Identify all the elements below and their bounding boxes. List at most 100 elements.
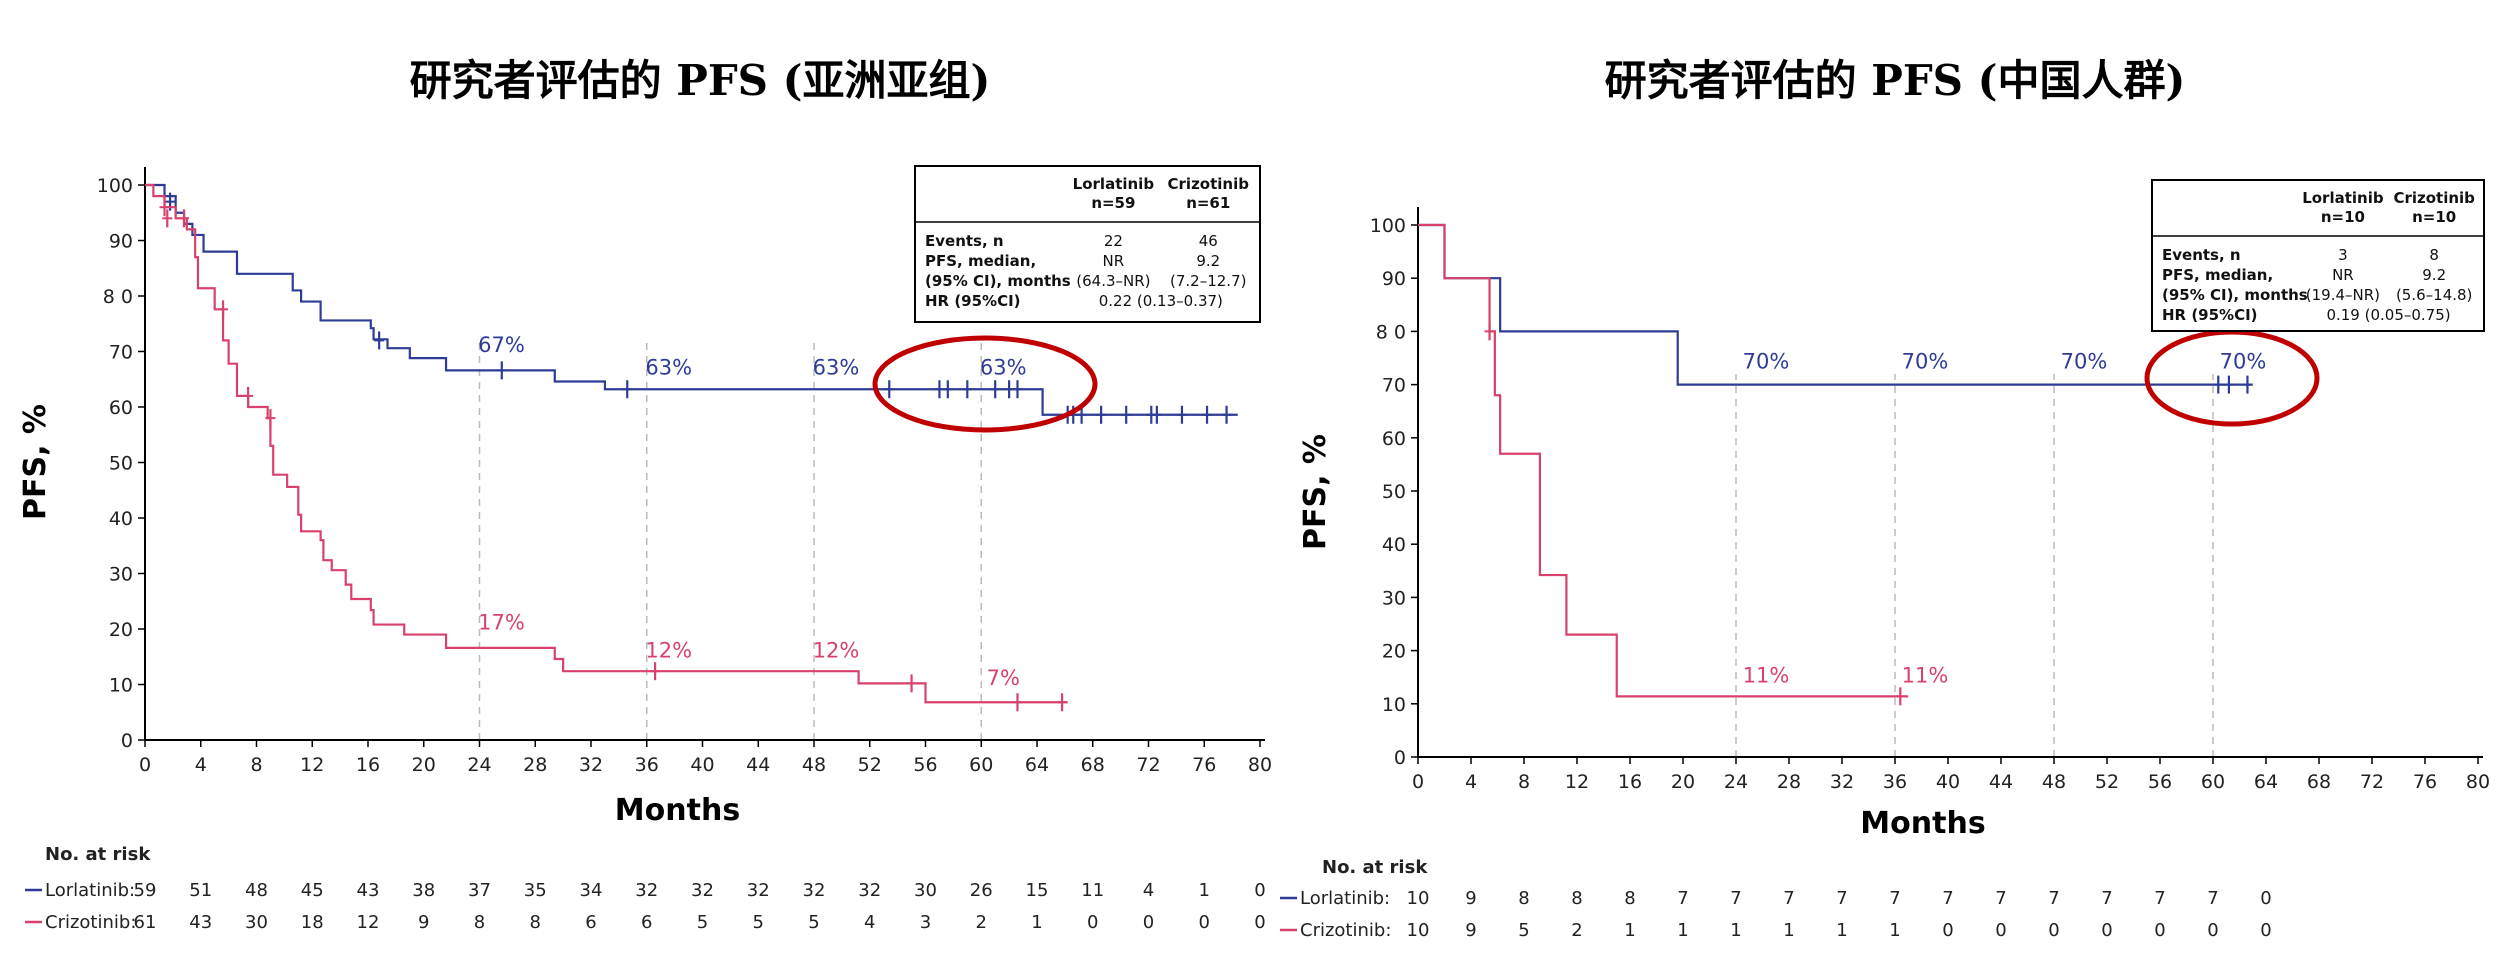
at-risk-count: 9 [1465, 920, 1476, 941]
chart-title: 研究者评估的 PFS (亚洲亚组) [410, 56, 991, 105]
at-risk-count: 8 [1624, 888, 1635, 909]
at-risk-count: 0 [1942, 920, 1953, 941]
at-risk-count: 8 [474, 912, 485, 933]
at-risk-count: 7 [2101, 888, 2112, 909]
y-tick-label: 40 [1382, 534, 1406, 556]
pct-annotation: 63% [813, 355, 860, 379]
at-risk-count: 7 [1889, 888, 1900, 909]
at-risk-count: 0 [1254, 912, 1265, 933]
table-row-label: HR (95%CI) [2162, 306, 2258, 324]
x-tick-label: 0 [139, 754, 151, 776]
at-risk-count: 1 [1031, 912, 1042, 933]
series-lorlatinib: 70% 70% 70% 70% [1418, 223, 2266, 394]
table-cell: 3 [2338, 246, 2348, 264]
x-tick-label: 44 [746, 754, 770, 776]
at-risk-count: 7 [1730, 888, 1741, 909]
y-axis-label: PFS, % [1298, 434, 1333, 550]
y-tick-label: 60 [109, 397, 133, 419]
at-risk-count: 43 [189, 912, 212, 933]
x-tick-label: 24 [1724, 771, 1748, 793]
x-tick-label: 36 [635, 754, 659, 776]
at-risk-count: 32 [691, 880, 714, 901]
at-risk-count: 3 [920, 912, 931, 933]
at-risk-count: 0 [2260, 888, 2271, 909]
at-risk-count: 6 [641, 912, 652, 933]
x-tick-label: 60 [969, 754, 993, 776]
at-risk-count: 32 [803, 880, 826, 901]
at-risk-count: 7 [1836, 888, 1847, 909]
at-risk-count: 5 [808, 912, 819, 933]
pct-annotation: 70% [2061, 350, 2108, 374]
table-header: n=10 [2412, 208, 2456, 226]
x-tick-label: 32 [579, 754, 603, 776]
y-tick-label: 40 [109, 508, 133, 530]
y-tick-label: 70 [109, 342, 133, 364]
at-risk-count: 8 [530, 912, 541, 933]
y-tick-label: 50 [1382, 481, 1406, 503]
table-cell: 9.2 [1196, 252, 1220, 270]
x-tick-label: 20 [412, 754, 436, 776]
x-tick-label: 4 [195, 754, 207, 776]
at-risk-count: 34 [580, 880, 603, 901]
table-cell: (7.2–12.7) [1170, 272, 1246, 290]
table-row-label: HR (95%CI) [925, 292, 1021, 310]
highlight-circle [2144, 329, 2320, 427]
x-axis-label: Months [1860, 806, 1985, 841]
chart-title: 研究者评估的 PFS (中国人群) [1605, 56, 2186, 105]
y-tick-label: 90 [109, 231, 133, 253]
y-tick-label: 60 [1382, 428, 1406, 450]
at-risk-count: 7 [1995, 888, 2006, 909]
table-cell: 46 [1199, 232, 1218, 250]
at-risk-count: 7 [2048, 888, 2059, 909]
x-tick-label: 4 [1465, 771, 1477, 793]
pct-annotation: 12% [813, 638, 860, 662]
at-risk-count: 30 [914, 880, 937, 901]
table-header: n=59 [1091, 194, 1135, 212]
at-risk-count: 1 [1730, 920, 1741, 941]
table-cell: 22 [1104, 232, 1123, 250]
x-tick-label: 0 [1412, 771, 1424, 793]
x-tick-label: 72 [2360, 771, 2384, 793]
at-risk-title: No. at risk [1322, 857, 1428, 878]
y-tick-label: 100 [97, 175, 133, 197]
at-risk-count: 5 [697, 912, 708, 933]
x-tick-label: 52 [858, 754, 882, 776]
at-risk-count: 0 [2154, 920, 2165, 941]
at-risk-count: 4 [1143, 880, 1154, 901]
table-cell: 8 [2429, 246, 2439, 264]
at-risk-count: 8 [1571, 888, 1582, 909]
y-tick-label: 30 [109, 564, 133, 586]
x-tick-label: 12 [1565, 771, 1589, 793]
at-risk-count: 32 [747, 880, 770, 901]
table-cell: 9.2 [2422, 266, 2446, 284]
at-risk-count: 1 [1677, 920, 1688, 941]
at-risk-count: 7 [2207, 888, 2218, 909]
at-risk-count: 0 [1995, 920, 2006, 941]
table-row-label: PFS, median, [2162, 266, 2273, 284]
table-cell: (64.3–NR) [1076, 272, 1150, 290]
table-header: Lorlatinib [1073, 175, 1155, 193]
at-risk-count: 6 [585, 912, 596, 933]
table-cell: NR [2332, 266, 2354, 284]
pct-annotation: 7% [987, 666, 1020, 690]
table-cell: (19.4–NR) [2306, 286, 2380, 304]
x-tick-label: 16 [1618, 771, 1642, 793]
at-risk-count: 30 [245, 912, 268, 933]
x-tick-label: 60 [2201, 771, 2225, 793]
y-tick-label: 70 [1382, 375, 1406, 397]
x-tick-label: 68 [2307, 771, 2331, 793]
at-risk-count: 0 [2101, 920, 2112, 941]
at-risk-count: 43 [357, 880, 380, 901]
at-risk-count: 9 [418, 912, 429, 933]
table-row-label: Events, n [2162, 246, 2241, 264]
at-risk-count: 9 [1465, 888, 1476, 909]
km-chart-2: 研究者评估的 PFS (中国人群)0 4 8 12 16 20 24 28 32 36 40 44 48… [1280, 56, 2490, 941]
at-risk-count: 48 [245, 880, 268, 901]
pct-annotation: 70% [1743, 350, 1790, 374]
at-risk-count: 7 [2154, 888, 2165, 909]
pct-annotation: 12% [645, 638, 692, 662]
at-risk-count: 4 [864, 912, 875, 933]
table-row-label: (95% CI), months [2162, 286, 2308, 304]
